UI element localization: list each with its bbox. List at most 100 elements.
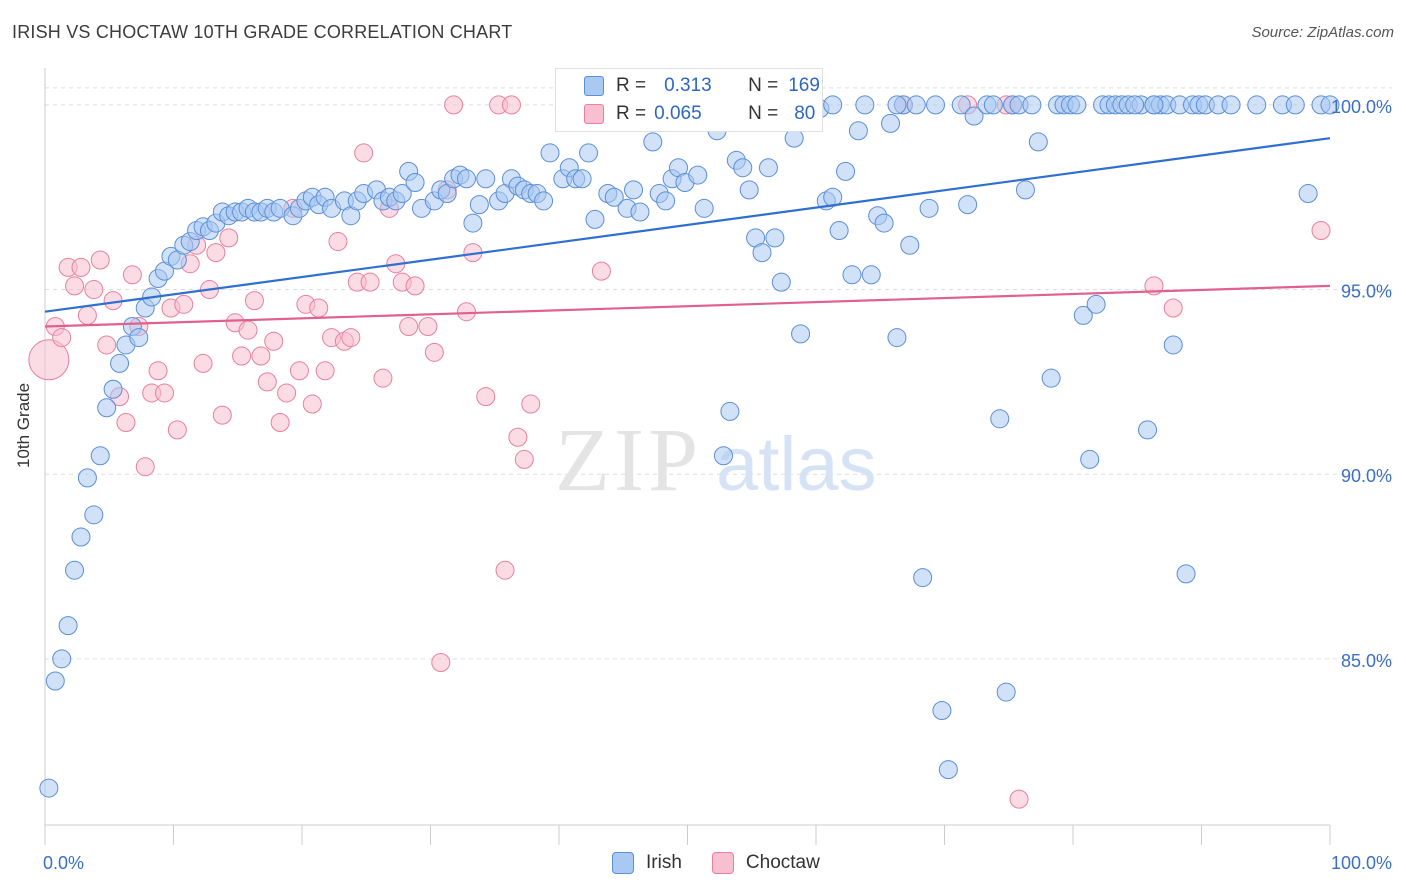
choctaw-point	[1009, 789, 1029, 809]
choctaw-point	[277, 383, 297, 403]
irish-point	[463, 213, 483, 233]
choctaw-point	[270, 412, 290, 432]
irish-point	[720, 401, 740, 421]
irish-point	[1247, 95, 1267, 115]
x-tick-labels: 0.0% 100.0%	[43, 853, 1392, 873]
legend-choctaw-n-label: N =	[748, 103, 779, 124]
choctaw-point	[264, 331, 284, 351]
irish-point	[1125, 95, 1145, 115]
stats-legend: R = 0.313 N = 169 R = 0.065 N = 80	[555, 68, 823, 132]
legend-item-irish[interactable]: Irish	[612, 852, 682, 874]
choctaw-point	[97, 335, 117, 355]
y-tick-label: 95.0%	[1341, 282, 1392, 302]
irish-point	[103, 379, 123, 399]
x-tick-label: 0.0%	[43, 853, 84, 873]
y-tick-label: 100.0%	[1331, 97, 1392, 117]
choctaw-point	[399, 316, 419, 336]
choctaw-point	[354, 143, 374, 163]
irish-point	[1022, 95, 1042, 115]
irish-point	[791, 324, 811, 344]
trend-lines	[44, 137, 1331, 328]
irish-point	[1138, 420, 1158, 440]
irish-point	[829, 220, 849, 240]
irish-point	[733, 158, 753, 178]
irish-point	[90, 446, 110, 466]
irish-point	[900, 235, 920, 255]
choctaw-point	[122, 265, 142, 285]
irish-point	[630, 202, 650, 222]
choctaw-legend-swatch	[711, 852, 734, 874]
choctaw-point	[456, 302, 476, 322]
irish-point	[913, 568, 933, 588]
irish-point	[951, 95, 971, 115]
choctaw-point	[238, 320, 258, 340]
irish-point	[996, 682, 1016, 702]
irish-point	[842, 265, 862, 285]
irish-point	[938, 760, 958, 780]
irish-point	[688, 165, 708, 185]
choctaw-point	[155, 383, 175, 403]
legend-choctaw-n-value: 80	[794, 103, 816, 124]
irish-point	[97, 398, 117, 418]
choctaw-point	[476, 387, 496, 407]
irish-point	[713, 446, 733, 466]
legend-item-choctaw[interactable]: Choctaw	[711, 852, 820, 874]
choctaw-legend-label: Choctaw	[745, 852, 820, 873]
watermark: ZIP atlas	[555, 411, 877, 510]
irish-point	[456, 169, 476, 189]
axes	[44, 68, 1331, 845]
choctaw-point	[257, 372, 277, 392]
irish-point	[392, 184, 412, 204]
series-legend: Irish Choctaw	[612, 852, 850, 874]
choctaw-point	[302, 394, 322, 414]
x-tick-label: 100.0%	[1331, 853, 1392, 873]
irish-point	[758, 158, 778, 178]
irish-point	[983, 95, 1003, 115]
irish-point	[1285, 95, 1305, 115]
irish-point	[84, 505, 104, 525]
irish-legend-swatch	[612, 852, 634, 874]
choctaw-point	[405, 276, 425, 296]
choctaw-point	[444, 95, 464, 115]
choctaw-point	[591, 261, 611, 281]
legend-choctaw-r-label: R =	[616, 103, 647, 124]
y-tick-label: 85.0%	[1341, 651, 1392, 671]
irish-point	[739, 180, 759, 200]
choctaw-point	[289, 361, 309, 381]
y-tick-label: 90.0%	[1341, 466, 1392, 486]
choctaw-point	[90, 250, 110, 270]
choctaw-point	[360, 272, 380, 292]
choctaw-point	[116, 412, 136, 432]
irish-point	[926, 95, 946, 115]
choctaw-point	[1163, 298, 1183, 318]
legend-row-choctaw: R = 0.065 N = 80	[556, 100, 815, 128]
irish-point	[765, 228, 785, 248]
irish-point	[1176, 564, 1196, 584]
y-tick-labels: 85.0% 90.0% 95.0% 100.0%	[1331, 97, 1392, 671]
irish-point	[77, 468, 97, 488]
irish-point	[964, 106, 984, 126]
irish-point	[579, 143, 599, 163]
choctaw-point	[1311, 220, 1331, 240]
irish-point	[1144, 95, 1164, 115]
irish-point	[694, 198, 714, 218]
choctaw-point	[148, 361, 168, 381]
irish-point	[919, 198, 939, 218]
irish-point	[65, 560, 85, 580]
irish-point	[476, 169, 496, 189]
chart-title: IRISH VS CHOCTAW 10TH GRADE CORRELATION …	[12, 22, 513, 42]
irish-point	[534, 191, 554, 211]
irish-point	[823, 95, 843, 115]
legend-irish-r-label: R =	[616, 75, 647, 96]
watermark-zip: ZIP	[555, 411, 702, 510]
choctaw-point	[232, 346, 252, 366]
irish-point	[1320, 95, 1340, 115]
choctaw-point	[52, 328, 72, 348]
irish-point	[1163, 335, 1183, 355]
irish-point	[469, 195, 489, 215]
choctaw-point	[309, 298, 329, 318]
irish-point	[1067, 95, 1087, 115]
irish-point	[656, 191, 676, 211]
irish-point	[585, 209, 605, 229]
